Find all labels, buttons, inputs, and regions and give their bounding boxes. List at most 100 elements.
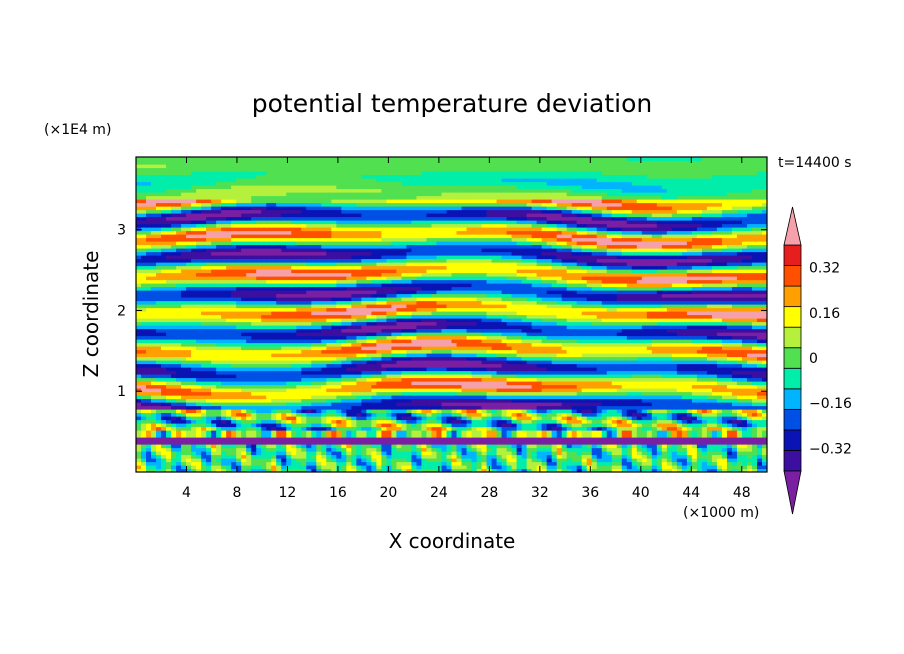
heatmap-cell [636, 360, 643, 365]
heatmap-cell [721, 461, 728, 466]
heatmap-cell [671, 353, 678, 358]
heatmap-cell [336, 388, 342, 393]
heatmap-cell [136, 468, 142, 472]
heatmap-cell [326, 405, 332, 410]
heatmap-cell [261, 381, 267, 386]
heatmap-cell [241, 405, 247, 410]
heatmap-cell [441, 395, 448, 400]
heatmap-cell [496, 465, 503, 470]
heatmap-cell [281, 440, 287, 445]
heatmap-cell [181, 370, 187, 375]
heatmap-cell [396, 349, 403, 354]
heatmap-cell [546, 440, 553, 445]
heatmap-cell [346, 356, 352, 361]
heatmap-cell [521, 384, 528, 389]
heatmap-cell [386, 447, 393, 452]
heatmap-cell [731, 377, 738, 382]
heatmap-cell [226, 430, 232, 435]
heatmap-cell [606, 353, 613, 358]
heatmap-cell [621, 416, 628, 421]
heatmap-cell [736, 461, 743, 466]
heatmap-cell [496, 440, 503, 445]
heatmap-cell [641, 377, 648, 382]
heatmap-cell [676, 444, 683, 449]
heatmap-cell [566, 377, 573, 382]
heatmap-cell [551, 412, 558, 417]
heatmap-cell [676, 377, 683, 382]
heatmap-cell [156, 409, 162, 414]
heatmap-cell [451, 395, 458, 400]
heatmap-cell [461, 391, 468, 396]
heatmap-cell [506, 384, 513, 389]
heatmap-cell [346, 468, 352, 472]
heatmap-cell [246, 349, 252, 354]
heatmap-cell [176, 426, 182, 431]
heatmap-cell [441, 444, 448, 449]
heatmap-cell [676, 388, 683, 393]
heatmap-cell [541, 465, 548, 470]
heatmap-cell [651, 370, 658, 375]
heatmap-cell [341, 416, 347, 421]
heatmap-cell [631, 440, 638, 445]
heatmap-cell [256, 426, 262, 431]
heatmap-cell [236, 377, 242, 382]
heatmap-cell [386, 444, 393, 449]
heatmap-cell [691, 335, 698, 340]
heatmap-cell [291, 409, 297, 414]
heatmap-cell [506, 353, 513, 358]
heatmap-cell [591, 447, 598, 452]
heatmap-cell [511, 342, 518, 347]
heatmap-cell [406, 412, 413, 417]
heatmap-cell [241, 332, 247, 337]
heatmap-cell [626, 374, 633, 379]
heatmap-cell [271, 405, 277, 410]
heatmap-cell [311, 395, 317, 400]
heatmap-cell [286, 440, 292, 445]
heatmap-cell [491, 465, 498, 470]
heatmap-cell [386, 395, 393, 400]
heatmap-cell [756, 360, 763, 365]
heatmap-cell [406, 398, 413, 403]
heatmap-cell [421, 377, 428, 382]
heatmap-cell [246, 384, 252, 389]
heatmap-cell [301, 342, 307, 347]
heatmap-cell [226, 461, 232, 466]
heatmap-cell [421, 433, 428, 438]
heatmap-cell [431, 391, 438, 396]
heatmap-cell [386, 423, 393, 428]
heatmap-cell [376, 412, 382, 417]
heatmap-cell [716, 405, 723, 410]
heatmap-cell [691, 412, 698, 417]
heatmap-cell [431, 395, 438, 400]
heatmap-cell [466, 468, 473, 472]
heatmap-cell [426, 346, 433, 351]
heatmap-cell [376, 367, 382, 372]
heatmap-cell [731, 405, 738, 410]
heatmap-cell [301, 353, 307, 358]
heatmap-cell [221, 377, 227, 382]
heatmap-cell [596, 370, 603, 375]
heatmap-cell [256, 409, 262, 414]
heatmap-cell [196, 412, 202, 417]
heatmap-cell [416, 398, 423, 403]
heatmap-cell [571, 409, 578, 414]
heatmap-cell [676, 374, 683, 379]
heatmap-cell [191, 360, 197, 365]
heatmap-cell [321, 339, 327, 344]
heatmap-cell [661, 381, 668, 386]
heatmap-cell [746, 454, 753, 459]
heatmap-cell [571, 461, 578, 466]
heatmap-cell [511, 370, 518, 375]
heatmap-cell [236, 430, 242, 435]
heatmap-cell [451, 419, 458, 424]
heatmap-cell [371, 360, 377, 365]
heatmap-cell [696, 433, 703, 438]
heatmap-cell [686, 363, 693, 368]
heatmap-cell [296, 353, 302, 358]
heatmap-cell [151, 360, 157, 365]
heatmap-cell [366, 381, 372, 386]
heatmap-cell [151, 433, 157, 438]
heatmap-cell [511, 360, 518, 365]
heatmap-cell [456, 381, 463, 386]
heatmap-cell [286, 384, 292, 389]
